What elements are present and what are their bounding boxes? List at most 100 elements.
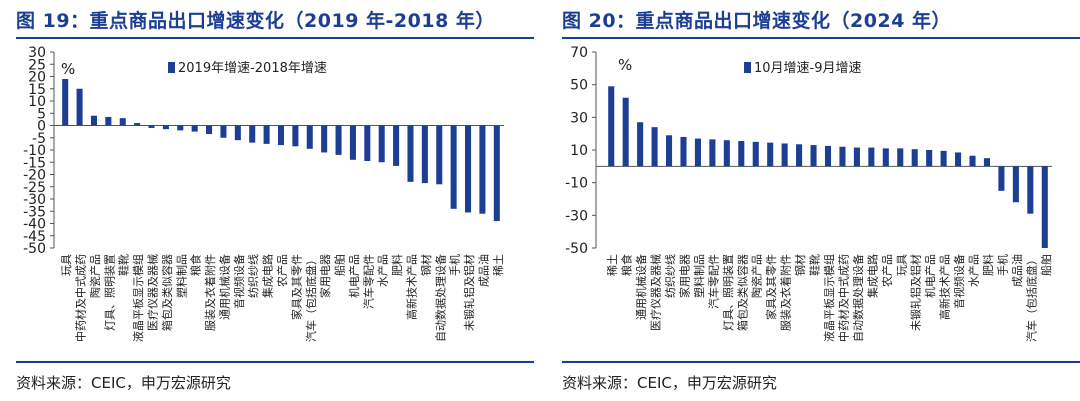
unit-label: %	[618, 56, 632, 74]
bar	[955, 152, 962, 167]
x-category-label: 音视频设备	[952, 254, 966, 309]
bar	[105, 116, 112, 126]
x-category-label: 纺织纱线	[663, 254, 677, 298]
bar	[738, 141, 745, 167]
y-tick-label: 50	[570, 78, 588, 94]
bar	[853, 147, 860, 167]
bar	[364, 125, 371, 162]
y-tick-label: -35	[23, 204, 46, 220]
x-category-label: 集成电路	[865, 254, 879, 298]
y-tick-label: 20	[28, 70, 46, 86]
legend-swatch	[744, 62, 751, 73]
bar	[983, 158, 990, 167]
x-category-label: 粮食	[189, 254, 203, 276]
bar	[926, 150, 933, 167]
bar	[882, 148, 889, 167]
x-category-label: 汽车（包括底盘）	[1024, 254, 1038, 342]
x-category-label: 灯具、照明装置	[722, 254, 735, 331]
chart-panel-right: 图 20：重点商品出口增速变化（2024 年） 70 50 30 10 -10 -30 -5…	[546, 0, 1080, 401]
x-category-label: 汽车零配件	[706, 254, 720, 309]
x-category-label: 陶瓷产品	[750, 254, 764, 298]
x-category-label: 通用机械设备	[217, 254, 231, 320]
x-category-label: 液晶平板显示模组	[822, 254, 836, 342]
bar	[206, 125, 213, 135]
y-tick-label: -50	[565, 241, 588, 257]
x-category-label: 稀土	[606, 254, 619, 276]
bar	[810, 145, 817, 167]
unit-label: %	[61, 60, 75, 78]
bar	[1041, 166, 1048, 248]
x-category-label: 稀土	[492, 254, 505, 276]
bar	[839, 146, 846, 167]
x-category-label: 船舶	[1039, 254, 1053, 276]
x-category-label: 通用机械设备	[634, 254, 648, 320]
y-tick-label: -10	[23, 143, 46, 159]
x-category-label: 液晶平板显示模组	[131, 254, 145, 342]
bar	[191, 125, 198, 132]
bar	[796, 144, 803, 167]
x-category-label: 农产品	[275, 254, 289, 287]
y-tick-label: 15	[28, 82, 46, 98]
y-tick-label: -15	[23, 155, 46, 171]
bar	[622, 97, 629, 167]
x-category-label: 玩具	[895, 254, 908, 276]
x-category-label: 鞋靴	[117, 254, 131, 276]
legend-swatch	[168, 62, 175, 73]
bar	[393, 125, 400, 166]
x-category-label: 钢材	[419, 254, 433, 276]
bar	[637, 122, 644, 167]
bar	[694, 138, 701, 167]
bar	[723, 140, 730, 167]
x-category-label: 陶瓷产品	[88, 254, 102, 298]
y-tick-label: -25	[23, 180, 46, 196]
bar	[349, 125, 356, 160]
x-category-label: 鞋靴	[808, 254, 822, 276]
x-category-label: 汽车（包括底盘）	[304, 254, 318, 342]
legend-label: 10月增速-9月增速	[754, 61, 862, 76]
x-category-label: 塑料制品	[174, 254, 188, 298]
x-category-label: 未锻轧铝及铝材	[909, 254, 923, 331]
x-category-label: 成品油	[476, 254, 490, 287]
bar	[306, 125, 313, 149]
y-tick-label: 10	[28, 94, 46, 110]
x-category-label: 服装及衣着附件	[779, 254, 793, 331]
y-tick-label: -30	[565, 208, 588, 224]
chart-panel-left: 图 19：重点商品出口增速变化（2019 年-2018 年） 30 25 20 15 1…	[0, 0, 534, 401]
bar-chart-2024: 70 50 30 10 -10 -30 -50 稀土 粮食 通用机械设备 医疗仪器及器械 纺织纱线 家用…	[565, 45, 1053, 342]
y-tick-label: -5	[32, 131, 46, 147]
bar	[321, 125, 328, 153]
bar	[608, 86, 615, 167]
bar	[76, 88, 83, 126]
y-tick-label: 70	[570, 45, 588, 61]
chart-title: 图 20：重点商品出口增速变化（2024 年）	[562, 10, 952, 32]
bar	[781, 143, 788, 167]
x-category-label: 箱包及类似容器	[735, 254, 749, 331]
bar	[134, 123, 141, 126]
x-category-label: 家具及其零件	[289, 254, 303, 320]
x-category-label: 肥料	[390, 254, 404, 276]
bar	[868, 147, 875, 167]
x-category-label: 机电产品	[923, 254, 937, 298]
bar	[680, 136, 687, 167]
x-category-label: 服装及衣着附件	[203, 254, 217, 331]
y-tick-label: -30	[23, 192, 46, 208]
bar	[969, 155, 976, 167]
bar	[249, 125, 256, 143]
source-note: 资料来源：CEIC，申万宏源研究	[562, 374, 777, 392]
x-category-label: 粮食	[620, 254, 634, 276]
x-category-label: 集成电路	[261, 254, 275, 298]
x-category-label: 手机	[995, 254, 1009, 276]
x-category-label: 医疗仪器及器械	[146, 254, 160, 331]
bar	[998, 166, 1005, 191]
bar	[911, 149, 918, 167]
x-category-label: 钢材	[793, 254, 807, 276]
bar	[479, 125, 486, 214]
source-rule	[562, 361, 1080, 363]
bar-chart-2019-vs-2018: 302520151050-5-10-15-20-25-30-35-40-45-5…	[23, 45, 505, 342]
x-category-label: 农产品	[880, 254, 894, 287]
bar	[263, 125, 270, 144]
x-category-label: 箱包及类似容器	[160, 254, 174, 331]
bar	[897, 148, 904, 167]
bar	[465, 125, 472, 213]
x-category-label: 机电产品	[347, 254, 361, 298]
